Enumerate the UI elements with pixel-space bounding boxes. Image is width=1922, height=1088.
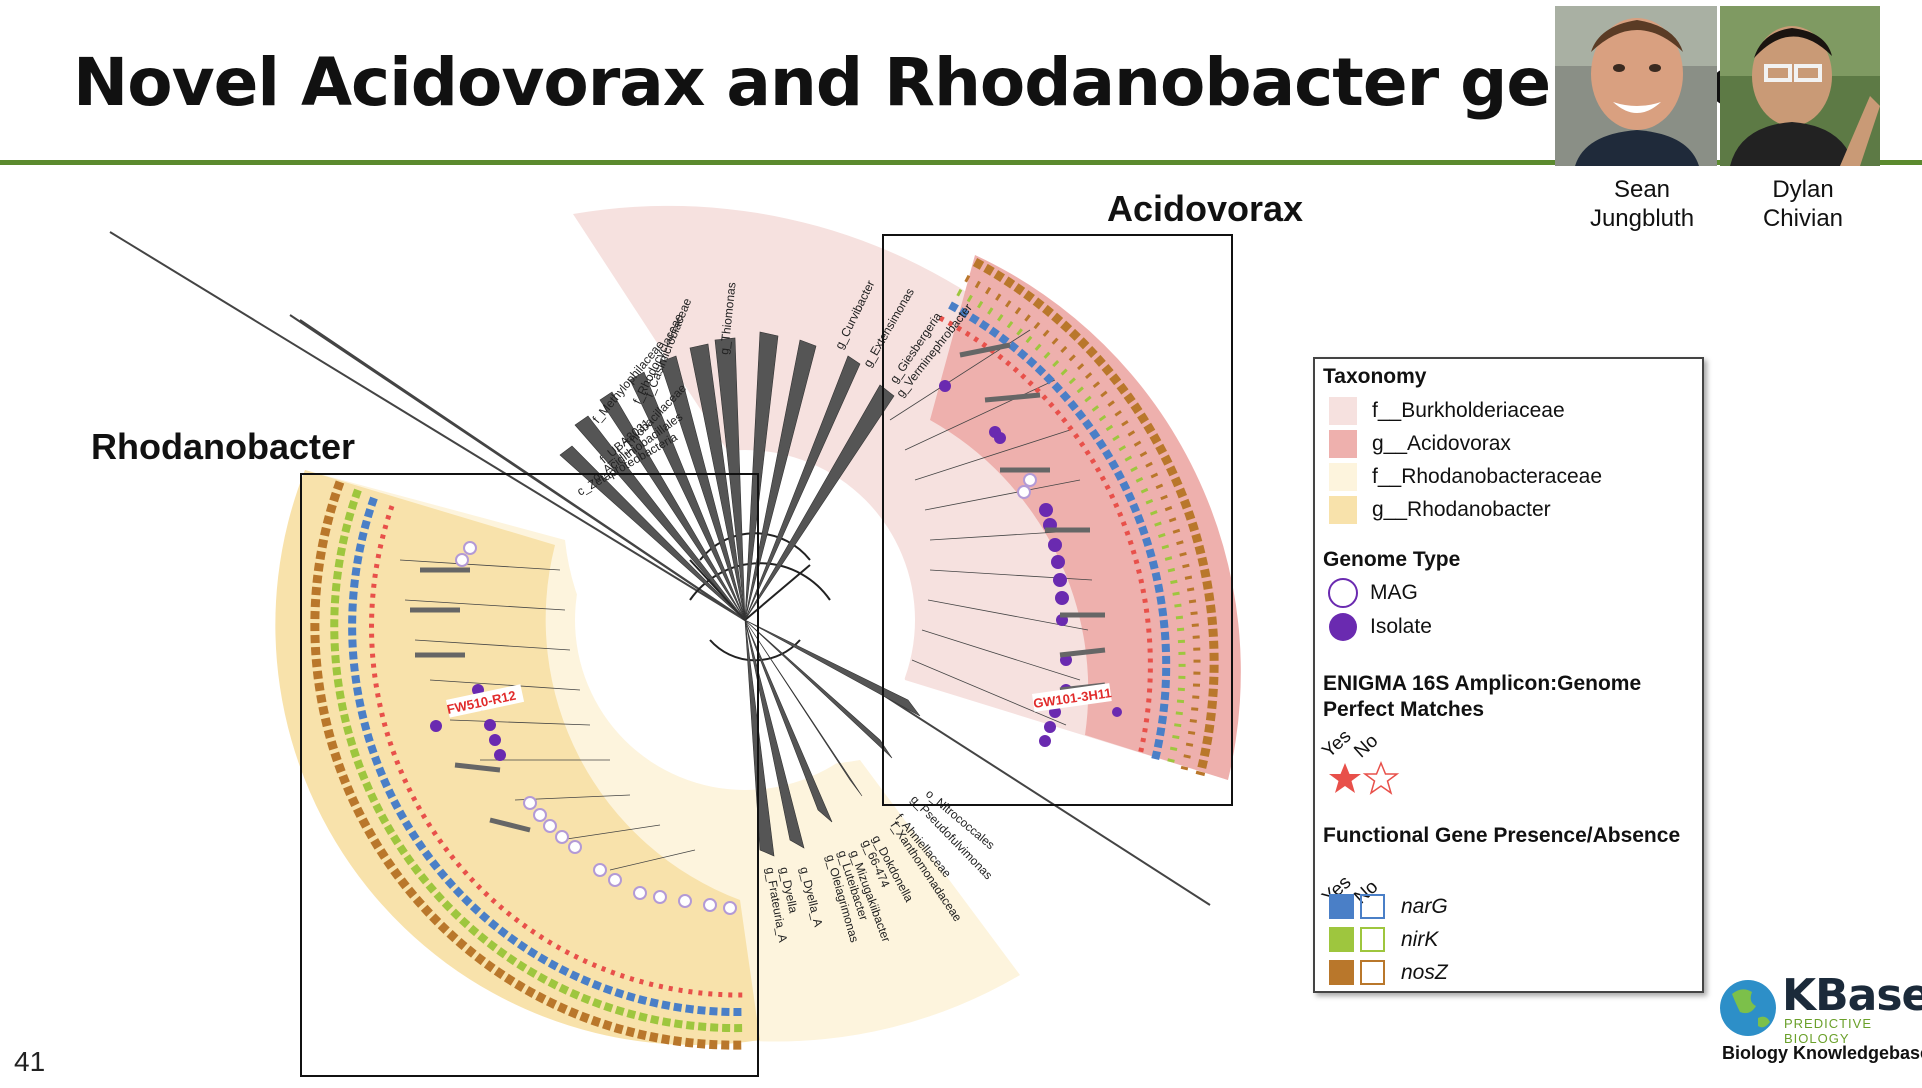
star-filled-icon xyxy=(1329,763,1361,793)
dylan-last-name: Chivian xyxy=(1762,205,1844,232)
kbase-tagline: PREDICTIVE BIOLOGY xyxy=(1784,1016,1873,1046)
enigma-heading: ENIGMA 16S Amplicon:Genome Perfect Match… xyxy=(1323,672,1642,721)
genome-type-item: MAG xyxy=(1326,578,1418,608)
isolate-circle-icon xyxy=(1329,613,1357,641)
taxonomy-label: f__Rhodanobacteraceae xyxy=(1372,465,1603,488)
burkholderiaceae-sector xyxy=(573,205,1229,780)
taxonomy-heading: Taxonomy xyxy=(1323,365,1427,388)
swatch-acidovorax xyxy=(1329,430,1357,458)
taxonomy-label: f__Burkholderiaceae xyxy=(1372,399,1565,422)
dylan-photo xyxy=(1720,6,1880,166)
kbase-subtitle: Biology Knowledgebase xyxy=(1722,1043,1922,1063)
kbase-globe-icon xyxy=(1720,980,1776,1036)
gene-label: nirK xyxy=(1401,927,1439,951)
rhodanobacter-box xyxy=(300,473,759,1077)
narg-no-swatch xyxy=(1360,894,1385,919)
gene-row-nosz: nosZ xyxy=(1329,960,1448,985)
star-open-icon xyxy=(1362,761,1400,795)
enigma-stars xyxy=(1329,761,1400,795)
page-title: Novel Acidovorax and Rhodanobacter genom… xyxy=(73,44,1791,121)
nosz-yes-swatch xyxy=(1329,960,1354,985)
kbase-logo-text: KBase xyxy=(1782,970,1922,1021)
nirk-yes-swatch xyxy=(1329,927,1354,952)
gene-row-narg: narG xyxy=(1329,894,1448,919)
taxonomy-label: g__Acidovorax xyxy=(1372,432,1511,455)
narg-yes-swatch xyxy=(1329,894,1354,919)
taxonomy-label: g__Rhodanobacter xyxy=(1372,498,1551,521)
slide-number: 41 xyxy=(14,1046,46,1077)
sean-last-name: Jungbluth xyxy=(1589,205,1695,232)
swatch-burkholderiaceae xyxy=(1329,397,1357,425)
nosz-no-swatch xyxy=(1360,960,1385,985)
title-divider xyxy=(0,160,1555,165)
legend-panel: Taxonomy f__Burkholderiaceae g__Acidovor… xyxy=(1313,357,1704,993)
genome-type-heading: Genome Type xyxy=(1323,548,1461,571)
rhodanobacter-sector xyxy=(275,470,760,1046)
sean-first-name: Sean xyxy=(1613,176,1671,203)
enigma-no-label: No xyxy=(1350,730,1383,763)
nirk-no-swatch xyxy=(1360,927,1385,952)
swatch-rhodanobacteraceae xyxy=(1329,463,1357,491)
acidovorax-label: Acidovorax xyxy=(1107,188,1304,229)
dylan-caption: Dylan Chivian xyxy=(1718,175,1888,233)
sean-caption: Sean Jungbluth xyxy=(1557,175,1727,233)
dylan-first-name: Dylan xyxy=(1772,176,1834,203)
gene-label: narG xyxy=(1401,894,1448,918)
functional-heading: Functional Gene Presence/Absence xyxy=(1323,824,1681,847)
taxonomy-item: g__Acidovorax xyxy=(1329,430,1511,458)
gene-row-nirk: nirK xyxy=(1329,927,1438,952)
genome-type-label: Isolate xyxy=(1370,615,1432,638)
genome-type-label: MAG xyxy=(1370,581,1418,604)
sean-photo xyxy=(1555,6,1717,166)
genome-type-item: Isolate xyxy=(1326,613,1432,641)
swatch-rhodanobacter xyxy=(1329,496,1357,524)
acidovorax-box xyxy=(882,234,1233,806)
rhodanobacter-label: Rhodanobacter xyxy=(91,426,356,467)
taxonomy-item: f__Rhodanobacteraceae xyxy=(1329,463,1602,491)
taxonomy-item: g__Rhodanobacter xyxy=(1329,496,1551,524)
gene-label: nosZ xyxy=(1401,960,1448,984)
taxonomy-item: f__Burkholderiaceae xyxy=(1329,397,1565,425)
enigma-yes-label: Yes xyxy=(1318,725,1356,763)
mag-circle-icon xyxy=(1328,578,1358,608)
phylogenetic-tree: g_Thiomonas f_Casimicrobiaceae f_Rhodocy… xyxy=(109,205,1241,1050)
